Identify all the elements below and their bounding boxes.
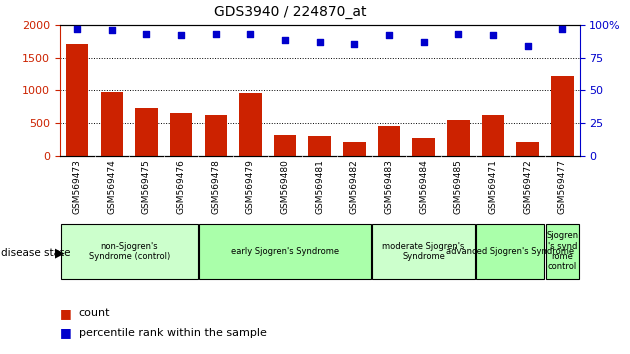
Point <box>453 31 463 37</box>
Bar <box>66 44 88 156</box>
Bar <box>413 138 435 156</box>
Point <box>522 43 532 48</box>
Text: advanced Sjogren's Syndrome: advanced Sjogren's Syndrome <box>446 247 575 256</box>
Point <box>314 39 325 45</box>
Text: GDS3940 / 224870_at: GDS3940 / 224870_at <box>214 5 366 19</box>
Text: GSM569485: GSM569485 <box>454 159 463 214</box>
Text: GSM569484: GSM569484 <box>419 159 428 214</box>
Text: ■: ■ <box>60 307 72 320</box>
Text: GSM569475: GSM569475 <box>142 159 151 214</box>
Text: GSM569477: GSM569477 <box>558 159 567 214</box>
Point <box>418 39 428 45</box>
Text: percentile rank within the sample: percentile rank within the sample <box>79 328 266 338</box>
Bar <box>239 93 261 156</box>
Bar <box>546 224 579 279</box>
Point <box>384 33 394 38</box>
Point <box>210 31 220 37</box>
Bar <box>378 126 400 156</box>
Text: GSM569478: GSM569478 <box>211 159 220 214</box>
Bar <box>372 224 475 279</box>
Text: GSM569479: GSM569479 <box>246 159 255 214</box>
Text: early Sjogren's Syndrome: early Sjogren's Syndrome <box>231 247 339 256</box>
Point <box>245 31 255 37</box>
Text: GSM569483: GSM569483 <box>384 159 394 214</box>
Point <box>176 33 186 38</box>
Bar <box>309 136 331 156</box>
Text: GSM569473: GSM569473 <box>72 159 82 214</box>
Bar <box>482 115 504 156</box>
Point <box>72 26 82 32</box>
Text: count: count <box>79 308 110 318</box>
Bar <box>60 224 198 279</box>
Text: GSM569480: GSM569480 <box>280 159 290 214</box>
Bar <box>476 224 544 279</box>
Bar <box>517 142 539 156</box>
Text: moderate Sjogren's
Syndrome: moderate Sjogren's Syndrome <box>382 242 465 261</box>
Bar <box>274 135 296 156</box>
Point <box>349 41 359 47</box>
Bar <box>447 120 469 156</box>
Text: ■: ■ <box>60 326 72 339</box>
Text: disease state: disease state <box>1 248 71 258</box>
Bar <box>343 142 365 156</box>
Point <box>106 27 117 33</box>
Text: ▶: ▶ <box>55 247 64 259</box>
Point <box>280 38 290 43</box>
Point <box>141 31 151 37</box>
Text: GSM569474: GSM569474 <box>107 159 117 214</box>
Text: GSM569476: GSM569476 <box>176 159 186 214</box>
Bar <box>199 224 371 279</box>
Point <box>557 26 567 32</box>
Bar <box>205 114 227 156</box>
Text: GSM569482: GSM569482 <box>350 159 359 214</box>
Bar <box>135 108 158 156</box>
Text: non-Sjogren's
Syndrome (control): non-Sjogren's Syndrome (control) <box>89 242 169 261</box>
Point <box>488 33 498 38</box>
Text: GSM569471: GSM569471 <box>488 159 498 214</box>
Text: GSM569472: GSM569472 <box>523 159 532 214</box>
Bar <box>101 92 123 156</box>
Bar <box>551 76 573 156</box>
Bar <box>170 113 192 156</box>
Text: GSM569481: GSM569481 <box>315 159 324 214</box>
Text: Sjogren
's synd
rome
control: Sjogren 's synd rome control <box>546 231 578 272</box>
